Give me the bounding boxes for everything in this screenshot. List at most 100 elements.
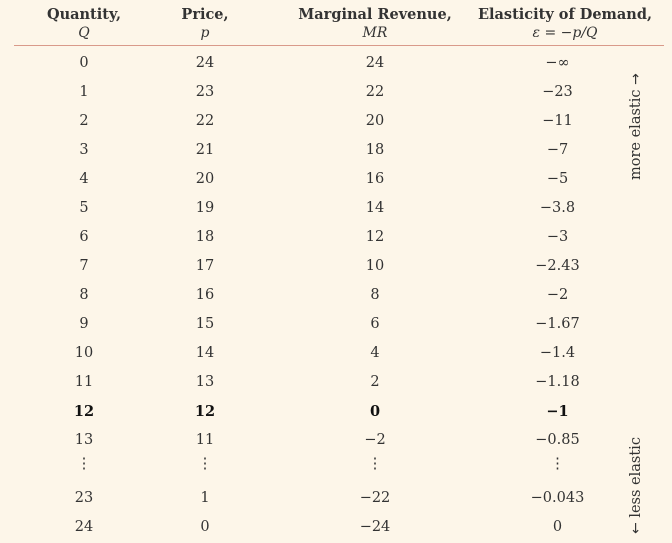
cell-price: 18 — [195, 229, 215, 245]
header-price: Price, p — [150, 6, 260, 42]
cell-elasticity: −7 — [546, 142, 569, 158]
cell-quantity: 6 — [79, 229, 89, 245]
cell-quantity: 2 — [79, 113, 89, 129]
cell-marginal-revenue: −22 — [359, 490, 391, 506]
cell-elasticity: −1.67 — [535, 316, 580, 332]
cell-quantity: 7 — [79, 258, 89, 274]
cell-price: 22 — [195, 113, 215, 129]
cell-elasticity: −11 — [542, 113, 573, 129]
cell-marginal-revenue: 24 — [365, 55, 385, 71]
header-price-title: Price, — [181, 6, 229, 23]
cell-elasticity: −1.4 — [539, 345, 576, 361]
cell-marginal-revenue: −24 — [359, 519, 391, 535]
cell-price: 20 — [195, 171, 215, 187]
table-row: 4 20 16 −5 — [0, 165, 600, 194]
cell-marginal-revenue: ⋮ — [367, 454, 383, 472]
cell-price: 1 — [200, 490, 210, 506]
more-elastic-label: more elastic → — [628, 73, 644, 180]
cell-marginal-revenue: 20 — [365, 113, 385, 129]
cell-elasticity: −∞ — [545, 55, 570, 71]
cell-price: 12 — [194, 403, 216, 420]
arrow-up-icon: → — [628, 73, 644, 85]
cell-elasticity: −2.43 — [535, 258, 580, 274]
table-row: 0 24 24 −∞ — [0, 49, 600, 78]
header-price-symbol: p — [200, 25, 210, 41]
table-body: 0 24 24 −∞ 1 23 22 −23 2 22 20 −11 3 21 18 −7 4 20 16 −5 5 19… — [0, 49, 600, 542]
arrow-down-icon: ← — [628, 522, 644, 534]
cell-price: 15 — [195, 316, 215, 332]
cell-marginal-revenue: 22 — [365, 84, 385, 100]
cell-elasticity: −1.18 — [535, 374, 580, 390]
less-elastic-text: less elastic — [628, 437, 644, 518]
cell-quantity: 4 — [79, 171, 89, 187]
cell-elasticity: −3.8 — [539, 200, 576, 216]
table-row: 23 1 −22 −0.043 — [0, 484, 600, 513]
header-elasticity-title: Elasticity of Demand, — [477, 6, 653, 23]
cell-elasticity: −3 — [546, 229, 569, 245]
cell-quantity: 5 — [79, 200, 89, 216]
cell-price: 19 — [195, 200, 215, 216]
cell-price: 14 — [195, 345, 215, 361]
cell-marginal-revenue: 4 — [370, 345, 380, 361]
cell-quantity: 10 — [74, 345, 94, 361]
table-row: 11 13 2 −1.18 — [0, 368, 600, 397]
cell-elasticity: −1 — [546, 403, 569, 420]
table-row: 5 19 14 −3.8 — [0, 194, 600, 223]
header-elasticity-symbol: ε = −p/Q — [532, 25, 598, 41]
table-row: 6 18 12 −3 — [0, 223, 600, 252]
cell-marginal-revenue: −2 — [364, 432, 386, 448]
cell-marginal-revenue: 8 — [370, 287, 380, 303]
cell-quantity: 8 — [79, 287, 89, 303]
cell-elasticity: −2 — [546, 287, 569, 303]
table-row: 3 21 18 −7 — [0, 136, 600, 165]
header-quantity-title: Quantity, — [46, 6, 122, 23]
table-row: 13 11 −2 −0.85 — [0, 426, 600, 455]
cell-marginal-revenue: 12 — [365, 229, 385, 245]
table-row: 8 16 8 −2 — [0, 281, 600, 310]
cell-quantity: 3 — [79, 142, 89, 158]
table-row: 1 23 22 −23 — [0, 78, 600, 107]
cell-quantity: 13 — [74, 432, 94, 448]
cell-marginal-revenue: 14 — [365, 200, 385, 216]
table-row: 7 17 10 −2.43 — [0, 252, 600, 281]
header-mr-title: Marginal Revenue, — [298, 6, 452, 23]
less-elastic-label: ← less elastic — [628, 437, 644, 534]
header-marginal-revenue: Marginal Revenue, MR — [290, 6, 460, 42]
cell-marginal-revenue: 0 — [369, 403, 381, 420]
header-rule — [14, 45, 664, 46]
cell-marginal-revenue: 6 — [370, 316, 380, 332]
table-row: 24 0 −24 0 — [0, 513, 600, 542]
table-row: ⋮ ⋮ ⋮ ⋮ — [0, 455, 600, 484]
cell-price: 23 — [195, 84, 215, 100]
cell-price: 11 — [195, 432, 215, 448]
cell-quantity: 9 — [79, 316, 89, 332]
table-row: 10 14 4 −1.4 — [0, 339, 600, 368]
header-elasticity: Elasticity of Demand, ε = −p/Q — [470, 6, 660, 42]
table-row: 9 15 6 −1.67 — [0, 310, 600, 339]
cell-elasticity: −0.043 — [530, 490, 585, 506]
header-quantity-symbol: Q — [78, 25, 90, 41]
cell-elasticity: ⋮ — [550, 454, 565, 472]
cell-quantity: ⋮ — [76, 454, 92, 472]
cell-price: 0 — [200, 519, 210, 535]
cell-price: 13 — [195, 374, 215, 390]
cell-price: 16 — [195, 287, 215, 303]
more-elastic-text: more elastic — [628, 89, 644, 181]
cell-marginal-revenue: 16 — [365, 171, 385, 187]
cell-marginal-revenue: 18 — [365, 142, 385, 158]
cell-elasticity: −0.85 — [535, 432, 580, 448]
cell-elasticity: −23 — [542, 84, 573, 100]
table-row: 2 22 20 −11 — [0, 107, 600, 136]
cell-marginal-revenue: 2 — [370, 374, 380, 390]
cell-quantity: 24 — [74, 519, 94, 535]
cell-elasticity: 0 — [552, 519, 563, 535]
cell-price: 21 — [195, 142, 215, 158]
header-quantity: Quantity, Q — [30, 6, 138, 42]
cell-quantity: 1 — [79, 84, 89, 100]
cell-quantity: 23 — [74, 490, 94, 506]
cell-elasticity: −5 — [546, 171, 569, 187]
cell-quantity: 0 — [79, 55, 89, 71]
header-mr-symbol: MR — [362, 25, 388, 41]
cell-price: 24 — [195, 55, 215, 71]
